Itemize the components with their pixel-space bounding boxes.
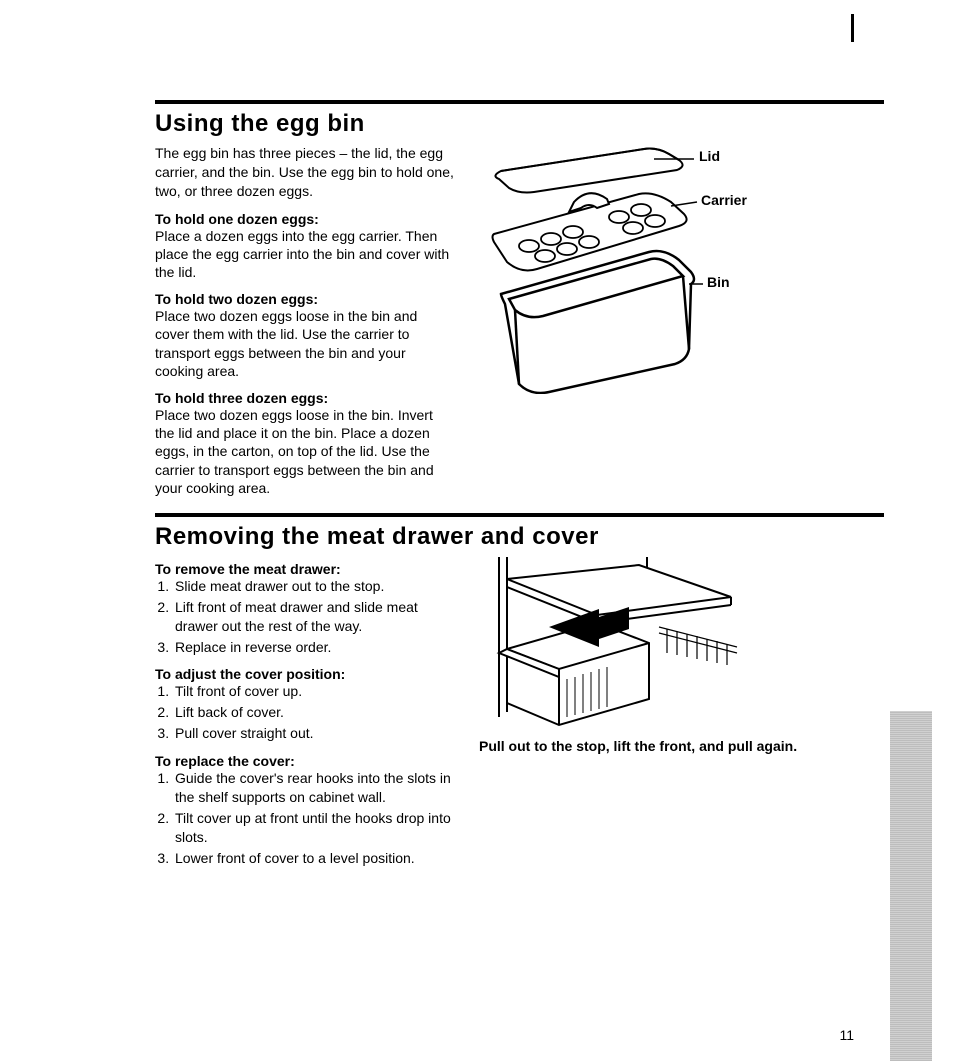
s1-h0: To hold one dozen eggs: [155, 211, 455, 227]
eggbin-figure: Lid Carrier Bin [479, 144, 739, 394]
section2-text-col: To remove the meat drawer: Slide meat dr… [155, 557, 455, 870]
s2-h2: To replace the cover: [155, 753, 455, 769]
s1-h2: To hold three dozen eggs: [155, 390, 455, 406]
s2-l0-2: Replace in reverse order. [173, 638, 455, 657]
s2-list1: Tilt front of cover up. Lift back of cov… [173, 682, 455, 743]
page-number: 11 [839, 1027, 854, 1043]
section1-title: Using the egg bin [155, 110, 884, 138]
s2-l2-0: Guide the cover's rear hooks into the sl… [173, 769, 455, 807]
eggbin-svg [479, 144, 739, 394]
rule-top-2 [155, 513, 884, 517]
s1-t1: Place two dozen eggs loose in the bin an… [155, 307, 455, 380]
section2-title: Removing the meat drawer and cover [155, 523, 884, 551]
label-carrier: Carrier [701, 192, 747, 208]
label-bin: Bin [707, 274, 730, 290]
s2-l0-0: Slide meat drawer out to the stop. [173, 577, 455, 596]
drawer-caption: Pull out to the stop, lift the front, an… [479, 737, 884, 755]
s2-l0-1: Lift front of meat drawer and slide meat… [173, 598, 455, 636]
section2-columns: To remove the meat drawer: Slide meat dr… [155, 557, 884, 870]
s2-l2-1: Tilt cover up at front until the hooks d… [173, 809, 455, 847]
s2-h0: To remove the meat drawer: [155, 561, 455, 577]
s2-l1-2: Pull cover straight out. [173, 724, 455, 743]
s1-h1: To hold two dozen eggs: [155, 291, 455, 307]
s1-t2: Place two dozen eggs loose in the bin. I… [155, 406, 455, 497]
s2-h1: To adjust the cover position: [155, 666, 455, 682]
rule-top-1 [155, 100, 884, 104]
s2-l1-1: Lift back of cover. [173, 703, 455, 722]
s2-list2: Guide the cover's rear hooks into the sl… [173, 769, 455, 867]
drawer-svg [479, 557, 739, 727]
drawer-figure [479, 557, 739, 727]
label-lid: Lid [699, 148, 720, 164]
section1-figure-col: Lid Carrier Bin [479, 144, 884, 501]
section1-intro: The egg bin has three pieces – the lid, … [155, 144, 455, 201]
section2-figure-col: Pull out to the stop, lift the front, an… [479, 557, 884, 870]
s2-list0: Slide meat drawer out to the stop. Lift … [173, 577, 455, 657]
section1-columns: The egg bin has three pieces – the lid, … [155, 144, 884, 501]
s2-l1-0: Tilt front of cover up. [173, 682, 455, 701]
s2-l2-2: Lower front of cover to a level position… [173, 849, 455, 868]
page: Using the egg bin The egg bin has three … [0, 0, 954, 910]
section1-text-col: The egg bin has three pieces – the lid, … [155, 144, 455, 501]
s1-t0: Place a dozen eggs into the egg carrier.… [155, 227, 455, 282]
scan-artifact [890, 711, 932, 1061]
scan-mark [851, 14, 854, 42]
